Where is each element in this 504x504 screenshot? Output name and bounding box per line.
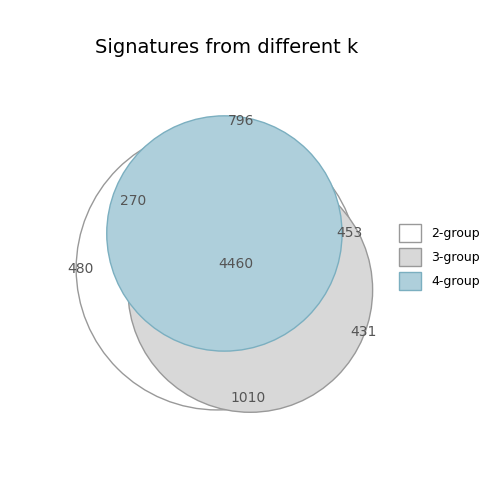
Title: Signatures from different k: Signatures from different k [95, 38, 358, 57]
Circle shape [107, 116, 342, 351]
Text: 453: 453 [336, 226, 362, 240]
Text: 4460: 4460 [219, 257, 254, 271]
Legend: 2-group, 3-group, 4-group: 2-group, 3-group, 4-group [394, 219, 485, 295]
Text: 1010: 1010 [230, 391, 266, 405]
Text: 431: 431 [350, 325, 376, 339]
Text: 270: 270 [119, 194, 146, 208]
Circle shape [128, 168, 372, 412]
Text: 796: 796 [228, 113, 254, 128]
Text: 480: 480 [68, 262, 94, 276]
